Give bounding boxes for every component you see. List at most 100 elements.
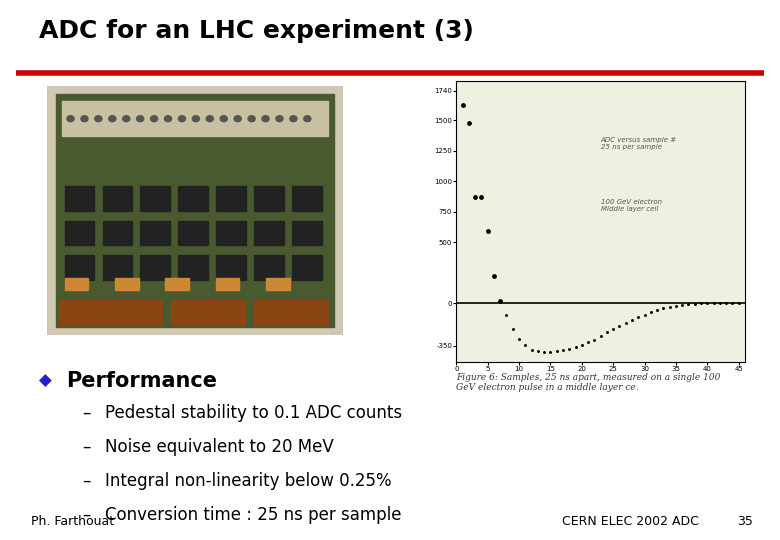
Point [613,322,626,330]
Bar [172,300,246,325]
Bar [165,278,189,290]
Point [726,299,739,308]
Text: ◆: ◆ [39,372,51,390]
Point [488,272,500,281]
Point [494,297,506,306]
Point [582,338,594,347]
Point [481,227,494,235]
Circle shape [248,116,255,122]
Bar [179,220,208,245]
Point [576,340,588,349]
Point [707,299,720,308]
Point [732,299,745,308]
Point [526,345,538,354]
Point [475,193,488,201]
Bar [65,186,94,211]
Point [588,335,601,344]
Text: Conversion time : 25 ns per sample: Conversion time : 25 ns per sample [105,506,402,524]
Point [569,343,582,352]
Bar [254,220,284,245]
Point [651,306,663,315]
Text: Figure 6: Samples, 25 ns apart, measured on a single 100
GeV electron pulse in a: Figure 6: Samples, 25 ns apart, measured… [456,373,721,392]
Circle shape [95,116,102,122]
Point [714,299,726,308]
Circle shape [303,116,311,122]
Bar [102,186,132,211]
Bar [140,255,170,280]
Bar [216,186,246,211]
Point [532,347,544,355]
Bar [292,220,322,245]
Text: Ph. Farthouat: Ph. Farthouat [31,515,115,528]
Text: Performance: Performance [66,370,218,391]
Point [557,346,569,355]
Circle shape [108,116,116,122]
Bar [292,186,322,211]
Point [538,348,551,356]
Circle shape [151,116,158,122]
Bar [102,220,132,245]
Bar [65,278,88,290]
Bar [102,255,132,280]
Point [632,313,644,321]
Circle shape [276,116,283,122]
Text: Integral non-linearity below 0.25%: Integral non-linearity below 0.25% [105,472,392,490]
Circle shape [234,116,241,122]
Bar [254,186,284,211]
Point [456,101,469,110]
Circle shape [67,116,74,122]
Point [663,302,675,311]
Bar [266,278,290,290]
Text: Noise equivalent to 20 MeV: Noise equivalent to 20 MeV [105,438,334,456]
Bar [216,278,239,290]
Point [463,118,475,127]
Point [689,299,701,308]
Circle shape [122,116,129,122]
Circle shape [179,116,186,122]
Point [512,334,525,343]
Bar [179,186,208,211]
Point [638,310,651,319]
Point [619,319,632,328]
Bar [216,255,246,280]
Point [657,304,669,313]
Bar [140,220,170,245]
Text: Pedestal stability to 0.1 ADC counts: Pedestal stability to 0.1 ADC counts [105,404,402,422]
Circle shape [290,116,297,122]
Point [563,345,576,353]
Point [720,299,732,308]
Circle shape [165,116,172,122]
Point [469,193,481,201]
Bar [65,255,94,280]
Circle shape [206,116,214,122]
Point [601,328,613,337]
Text: ADC versus sample #
25 ns per sample: ADC versus sample # 25 ns per sample [601,137,677,150]
Circle shape [136,116,144,122]
Point [670,301,682,310]
Bar [58,300,162,325]
Bar [65,220,94,245]
Text: –: – [82,404,90,422]
Text: 35: 35 [737,515,753,528]
Text: ADC for an LHC experiment (3): ADC for an LHC experiment (3) [39,19,474,43]
Bar [292,255,322,280]
Point [519,340,531,349]
Text: CERN ELEC 2002 ADC: CERN ELEC 2002 ADC [562,515,698,528]
Point [594,332,607,341]
Bar [140,186,170,211]
Circle shape [220,116,227,122]
Point [544,348,557,356]
Circle shape [81,116,88,122]
Text: 100 GeV electron
Middle layer cell: 100 GeV electron Middle layer cell [601,199,661,212]
Text: –: – [82,506,90,524]
Point [551,347,563,356]
Point [676,300,689,309]
Point [695,299,707,308]
Circle shape [193,116,200,122]
Point [607,325,619,334]
Point [682,300,695,308]
Bar [254,255,284,280]
Bar [216,220,246,245]
Bar [62,102,328,136]
Bar [115,278,139,290]
